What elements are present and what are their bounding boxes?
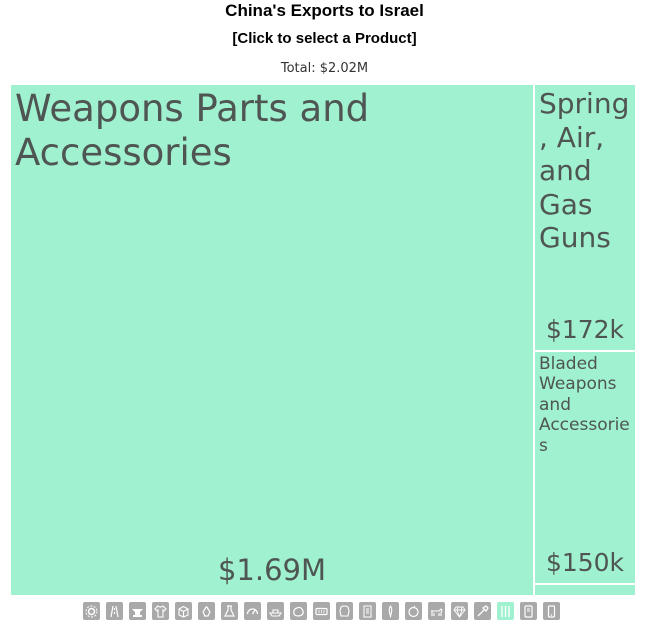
gauge-icon-glyph	[246, 607, 259, 614]
phone-icon-glyph	[524, 604, 533, 618]
tile-label: Weapons Parts and Accessories	[15, 87, 370, 175]
total-value: Total: $2.02M	[280, 61, 369, 76]
shirt-icon[interactable]	[152, 602, 169, 620]
treemap-tile[interactable]: Spring, Air, and Gas Guns $172k	[534, 84, 636, 351]
leather-icon[interactable]	[336, 602, 353, 620]
tile-value-label: $150k	[545, 548, 625, 577]
recycle-icon-glyph	[202, 605, 211, 617]
animal-icon[interactable]	[428, 602, 445, 620]
road-icon-glyph	[110, 605, 119, 617]
ticket-icon-glyph	[315, 607, 328, 615]
fruit-icon[interactable]	[405, 602, 422, 620]
tile-value-label: $172k	[545, 315, 625, 344]
weapons-icon[interactable]	[497, 602, 514, 620]
tile-value-label: $1.69M	[217, 553, 327, 587]
gem-icon-glyph	[453, 606, 466, 618]
gear-icon-glyph	[85, 605, 98, 617]
ship-icon[interactable]	[267, 602, 284, 620]
anvil-icon-glyph	[132, 608, 143, 617]
phone-icon[interactable]	[520, 602, 537, 620]
stone-icon[interactable]	[290, 602, 307, 620]
box-icon-glyph	[178, 605, 189, 618]
treemap-tile[interactable]	[534, 584, 636, 596]
box-icon[interactable]	[175, 602, 192, 620]
treemap: Weapons Parts and Accessories $1.69M Sprin…	[10, 84, 636, 596]
scroll-icon-glyph	[363, 605, 372, 617]
recycle-icon[interactable]	[198, 602, 215, 620]
treemap-tile[interactable]: Weapons Parts and Accessories $1.69M	[10, 84, 534, 596]
corn-icon[interactable]	[382, 602, 399, 620]
category-icon-bar	[83, 602, 563, 622]
stone-icon-glyph	[293, 606, 304, 617]
flask-icon[interactable]	[221, 602, 238, 620]
scroll-icon[interactable]	[359, 602, 376, 620]
shirt-icon-glyph	[154, 604, 167, 618]
ticket-icon[interactable]	[313, 602, 330, 620]
select-product-link[interactable]: [Click to select a Product]	[232, 30, 417, 47]
gear-icon[interactable]	[83, 602, 100, 620]
weapons-icon-glyph	[501, 605, 510, 617]
anvil-icon[interactable]	[129, 602, 146, 620]
animal-icon-glyph	[431, 607, 443, 616]
flask-icon-glyph	[224, 604, 235, 617]
gauge-icon[interactable]	[244, 602, 261, 620]
tile-label: Bladed Weapons and Accessories	[539, 354, 630, 456]
tools-icon[interactable]	[474, 602, 491, 620]
chart-title: China's Exports to Israel	[225, 1, 424, 20]
mobile-icon[interactable]	[543, 602, 560, 620]
leather-icon-glyph	[339, 604, 350, 617]
ship-icon-glyph	[269, 608, 282, 617]
tools-icon-glyph	[477, 604, 489, 616]
fruit-icon-glyph	[408, 605, 419, 617]
corn-icon-glyph	[388, 604, 393, 618]
gem-icon[interactable]	[451, 602, 468, 620]
tile-label: Spring, Air, and Gas Guns	[539, 87, 630, 255]
road-icon[interactable]	[106, 602, 123, 620]
treemap-tile[interactable]: Bladed Weapons and Accessories $150k	[534, 351, 636, 584]
mobile-icon-glyph	[547, 604, 556, 618]
